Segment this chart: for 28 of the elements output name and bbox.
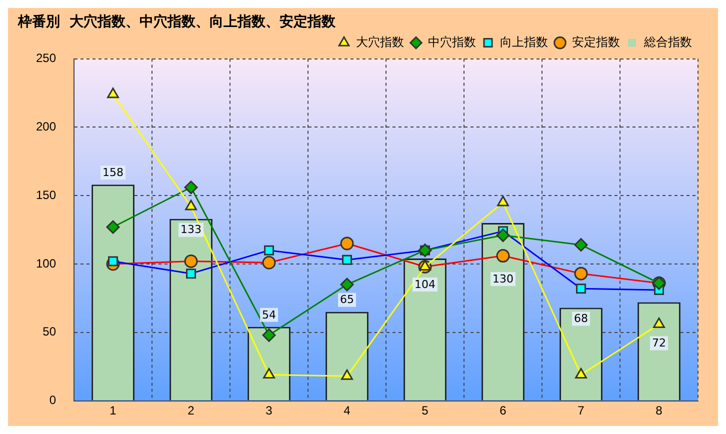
legend-label: 総合指数 bbox=[643, 34, 692, 49]
x-tick-label: 4 bbox=[344, 403, 351, 418]
data-label: 133 bbox=[180, 223, 202, 236]
data-label: 68 bbox=[574, 312, 588, 326]
data-label: 130 bbox=[492, 272, 514, 286]
x-tick-label: 5 bbox=[422, 403, 429, 418]
y-tick-label: 100 bbox=[36, 256, 56, 270]
data-label: 158 bbox=[102, 166, 124, 180]
x-tick-label: 3 bbox=[266, 403, 273, 418]
y-tick-label: 150 bbox=[36, 188, 56, 202]
legend-label: 大穴指数 bbox=[356, 34, 404, 49]
legend-label: 向上指数 bbox=[500, 34, 548, 49]
chart-title: 枠番別 大穴指数、中穴指数、向上指数、安定指数 bbox=[17, 13, 337, 30]
legend-label: 中穴指数 bbox=[428, 34, 476, 49]
data-label: 104 bbox=[414, 278, 436, 291]
x-tick-label: 1 bbox=[110, 403, 117, 418]
y-tick-label: 50 bbox=[42, 324, 56, 339]
y-tick-label: 250 bbox=[36, 51, 56, 66]
y-tick-label: 0 bbox=[49, 393, 56, 408]
data-label: 54 bbox=[262, 308, 276, 322]
x-tick-label: 8 bbox=[656, 403, 663, 418]
x-tick-label: 7 bbox=[578, 403, 585, 418]
legend-label: 安定指数 bbox=[572, 34, 620, 49]
x-tick-label: 2 bbox=[188, 403, 195, 418]
y-tick-label: 200 bbox=[36, 120, 56, 134]
data-label: 65 bbox=[340, 293, 354, 306]
x-tick-label: 6 bbox=[500, 403, 507, 418]
data-label: 72 bbox=[652, 336, 666, 350]
